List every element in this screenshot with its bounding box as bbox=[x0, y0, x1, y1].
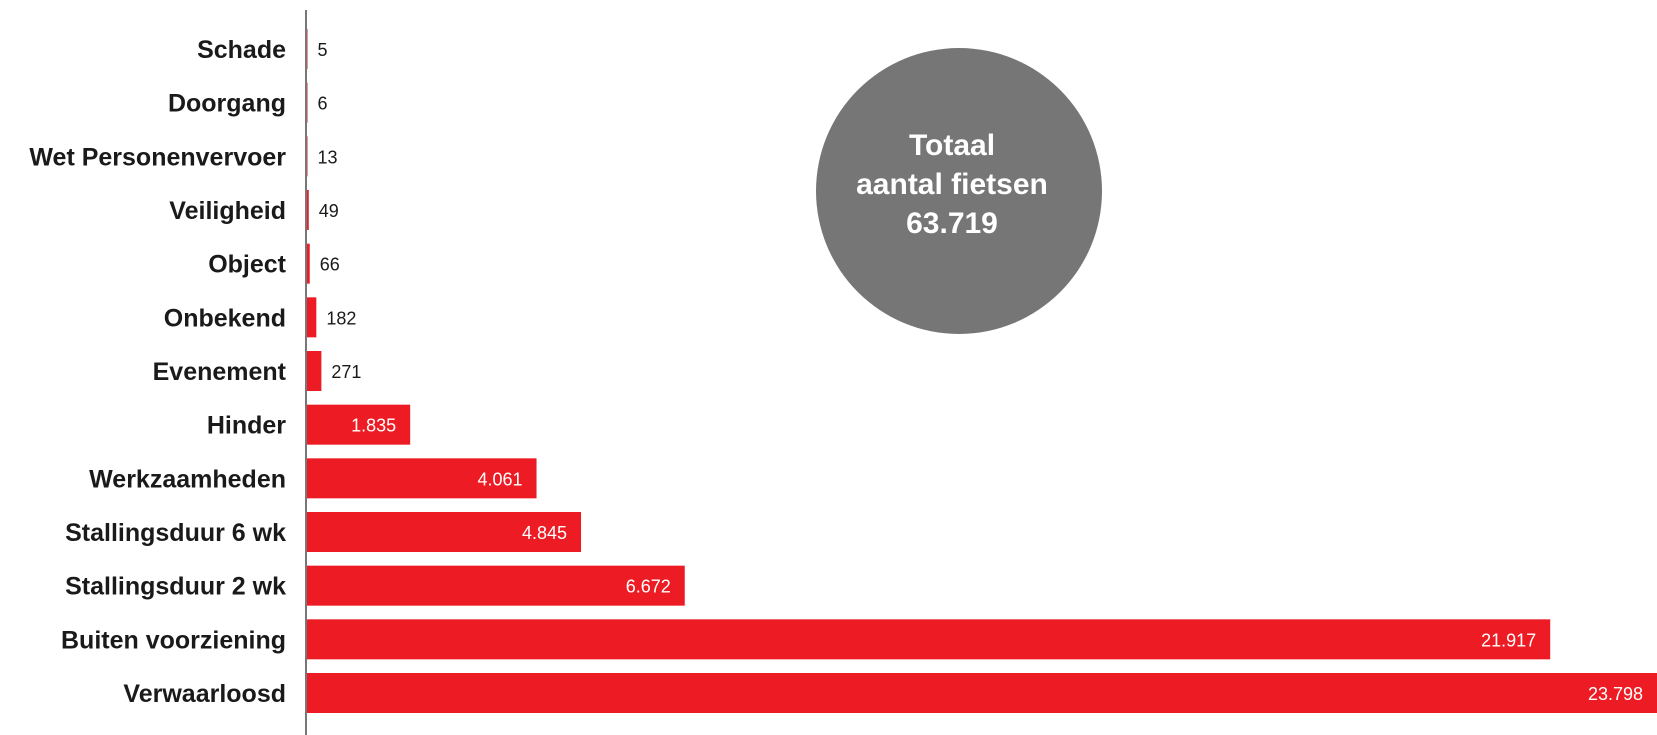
bar bbox=[306, 190, 309, 230]
bar bbox=[306, 673, 1657, 713]
category-label: Veiligheid bbox=[169, 197, 286, 225]
value-label: 271 bbox=[331, 362, 361, 382]
category-label: Buiten voorziening bbox=[61, 626, 286, 654]
total-badge-line1: Totaal bbox=[909, 129, 995, 162]
value-label: 6.672 bbox=[626, 577, 671, 597]
bar bbox=[306, 565, 685, 606]
total-badge-line2: aantal fietsen bbox=[856, 168, 1048, 201]
value-label: 4.061 bbox=[477, 469, 522, 489]
bar bbox=[306, 351, 322, 391]
value-label: 1.835 bbox=[351, 416, 396, 436]
total-badge-circle bbox=[816, 48, 1102, 334]
category-label: Wet Personenvervoer bbox=[29, 143, 286, 171]
value-label: 49 bbox=[319, 201, 339, 221]
category-label: Verwaarloosd bbox=[123, 680, 286, 708]
value-label: 5 bbox=[318, 40, 328, 60]
value-label: 66 bbox=[320, 255, 340, 275]
bar bbox=[306, 458, 537, 499]
bar bbox=[306, 512, 582, 552]
bar bbox=[306, 404, 411, 445]
value-label: 182 bbox=[326, 308, 356, 328]
category-label: Schade bbox=[197, 36, 286, 64]
bar bbox=[306, 297, 317, 338]
value-label: 23.798 bbox=[1588, 684, 1643, 704]
value-label: 6 bbox=[318, 94, 328, 114]
category-label: Hinder bbox=[207, 412, 286, 440]
labels-layer: Schade 5 Doorgang 6 Wet Personenvervoer 13 Vei… bbox=[29, 36, 1643, 708]
bar bbox=[306, 619, 1551, 660]
total-badge-line3: 63.719 bbox=[906, 207, 998, 240]
bars-layer bbox=[306, 29, 1657, 713]
category-label: Object bbox=[208, 251, 286, 279]
value-label: 4.845 bbox=[522, 523, 567, 543]
category-label: Werkzaamheden bbox=[89, 465, 286, 493]
category-label: Stallingsduur 2 wk bbox=[65, 573, 286, 601]
category-label: Doorgang bbox=[168, 90, 286, 118]
category-label: Onbekend bbox=[164, 304, 286, 332]
bar bbox=[306, 243, 310, 284]
category-label: Evenement bbox=[153, 358, 287, 386]
value-label: 21.917 bbox=[1481, 630, 1536, 650]
total-badge: Totaal aantal fietsen 63.719 bbox=[816, 48, 1102, 334]
category-label: Stallingsduur 6 wk bbox=[65, 519, 286, 547]
value-label: 13 bbox=[318, 147, 338, 167]
